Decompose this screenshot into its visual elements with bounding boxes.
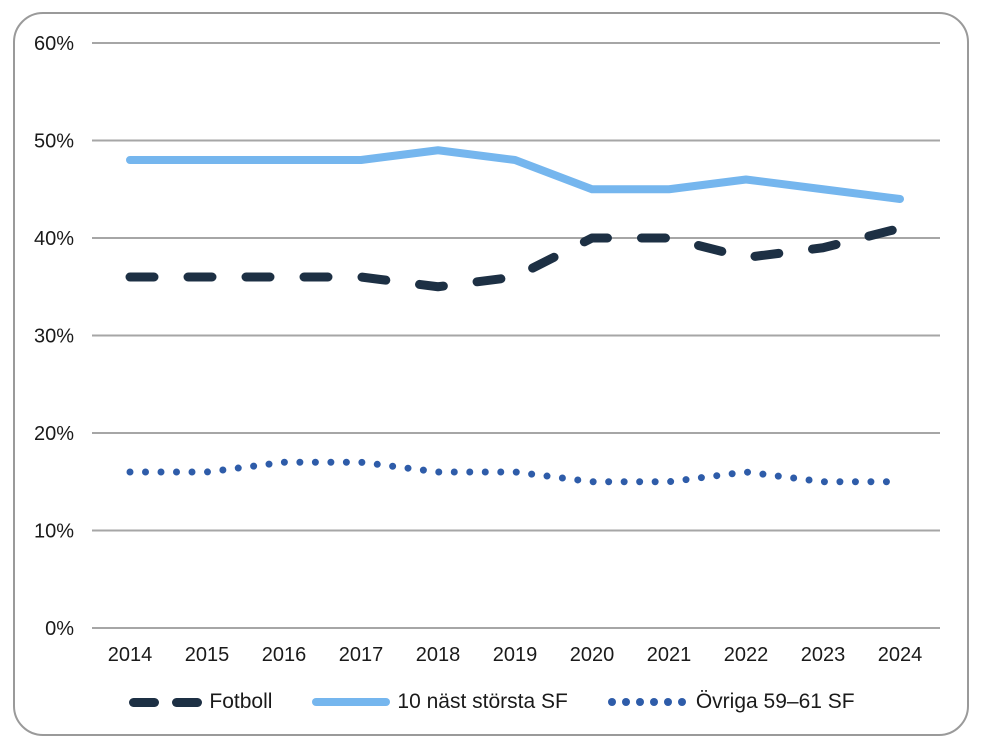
- legend-label-fotboll: Fotboll: [209, 690, 273, 713]
- chart-panel-border: [13, 12, 969, 736]
- series-line--vriga-59-61-sf: [126, 458, 904, 486]
- x-tick-label: 2020: [570, 644, 615, 666]
- fotboll-dashed-line-swatch: [129, 697, 203, 707]
- ovriga-59-61-sf-dotted-line-swatch: [607, 698, 686, 706]
- y-tick-label: 30%: [34, 326, 74, 348]
- x-tick-label: 2017: [339, 644, 384, 666]
- legend-label-10-nast-storsta-sf: 10 näst största SF: [397, 690, 568, 713]
- series-line-fotboll: [125, 223, 905, 292]
- x-tick-label: 2021: [647, 644, 692, 666]
- legend-label-ovriga-59-61-sf: Övriga 59–61 SF: [695, 690, 855, 713]
- legend-item-fotboll: Fotboll: [129, 690, 272, 714]
- y-tick-label: 0%: [45, 618, 74, 640]
- y-tick-label: 20%: [34, 423, 74, 445]
- x-tick-label: 2016: [262, 644, 307, 666]
- y-tick-label: 60%: [34, 33, 74, 55]
- x-tick-label: 2014: [108, 644, 153, 666]
- x-tick-label: 2019: [493, 644, 538, 666]
- chart-legend: Fotboll 10 näst största SF Övriga 59–61 …: [0, 690, 984, 714]
- 10-nast-storsta-sf-line-swatch: [312, 698, 391, 706]
- x-tick-label: 2023: [801, 644, 846, 666]
- series-line-10-n-st-st-rsta-sf: [126, 146, 904, 203]
- y-tick-label: 40%: [34, 228, 74, 250]
- y-tick-label: 50%: [34, 131, 74, 153]
- x-tick-label: 2015: [185, 644, 230, 666]
- x-tick-label: 2022: [724, 644, 769, 666]
- legend-item-10-nast-storsta-sf: 10 näst största SF: [312, 690, 568, 714]
- x-tick-label: 2024: [878, 644, 923, 666]
- legend-item-ovriga-59-61-sf: Övriga 59–61 SF: [607, 690, 855, 714]
- y-tick-label: 10%: [34, 521, 74, 543]
- x-tick-label: 2018: [416, 644, 461, 666]
